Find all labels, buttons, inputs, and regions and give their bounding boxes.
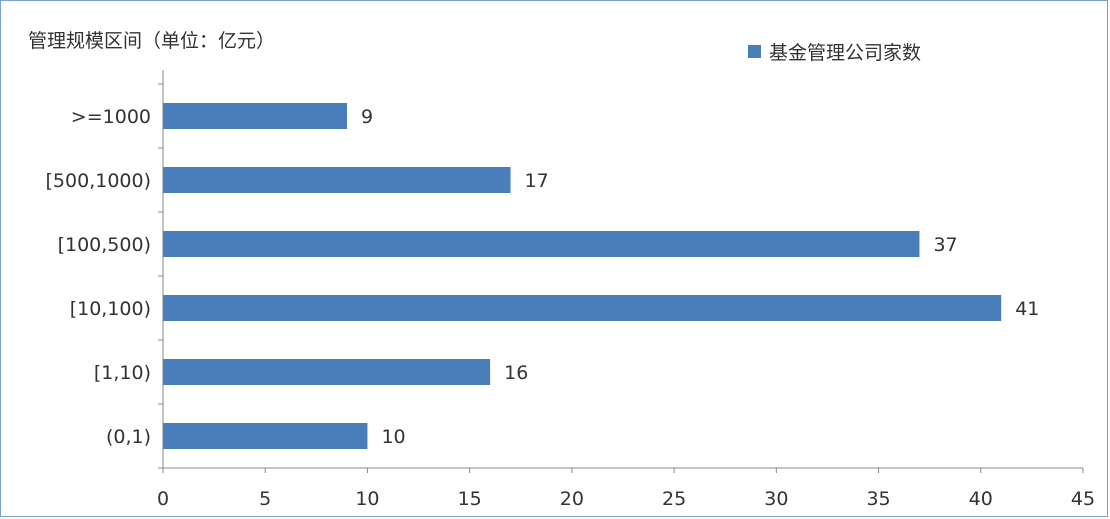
category-label: [10,100): [70, 298, 151, 320]
x-tick-label: 5: [259, 488, 271, 510]
x-tick-label: 35: [866, 488, 890, 510]
x-tick-label: 45: [1071, 488, 1095, 510]
x-tick-label: 15: [458, 488, 482, 510]
bar: [163, 167, 511, 193]
category-label: (0,1): [106, 426, 151, 448]
bar: [163, 295, 1002, 321]
category-label: [500,1000): [46, 170, 151, 192]
y-axis-title: 管理规模区间（单位：亿元）: [28, 30, 276, 52]
legend: 基金管理公司家数: [748, 38, 921, 65]
legend-label: 基金管理公司家数: [769, 42, 922, 64]
bar: [163, 231, 920, 257]
data-label: 10: [381, 426, 405, 448]
x-tick-label: 10: [355, 488, 379, 510]
x-tick-label: 25: [662, 488, 686, 510]
x-tick-label: 30: [764, 488, 788, 510]
bar: [163, 359, 491, 385]
x-tick-label: 20: [560, 488, 584, 510]
legend-swatch: [748, 45, 761, 58]
data-label: 17: [525, 170, 549, 192]
data-label: 37: [933, 234, 957, 256]
category-label: [1,10): [94, 362, 151, 384]
category-label: >=1000: [71, 106, 151, 128]
data-label: 41: [1015, 298, 1039, 320]
bar: [163, 423, 368, 449]
x-tick-label: 0: [157, 488, 169, 510]
x-tick-label: 40: [969, 488, 993, 510]
bar: [163, 103, 347, 129]
category-label: [100,500): [58, 234, 151, 256]
data-label: 9: [361, 106, 373, 128]
data-label: 16: [504, 362, 528, 384]
